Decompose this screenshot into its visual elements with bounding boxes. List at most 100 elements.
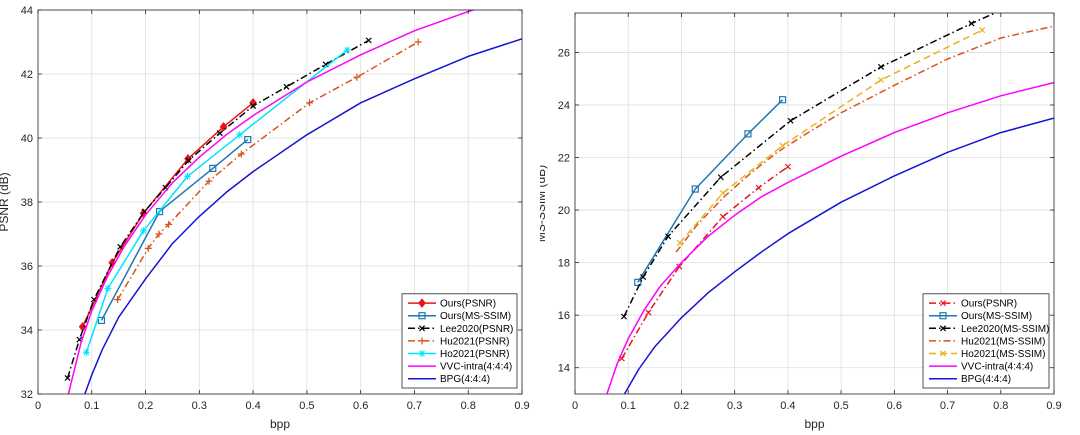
data-point-lee2020-psnr: [283, 83, 290, 90]
data-point-hu2021-psnr: [114, 296, 122, 304]
y-tick-label: 16: [558, 310, 570, 322]
series-line-ho2021-psnr: [85, 49, 348, 353]
legend-item-ours-ms-ssim: Ours(MS-SSIM): [408, 311, 511, 322]
data-point-lee2020-psnr: [250, 102, 257, 110]
legend-label: Hu2021(PSNR): [440, 336, 509, 347]
y-tick-label: 22: [558, 153, 570, 165]
data-point-ho2021-ms-ssim: [878, 76, 885, 84]
x-tick-label: 0.4: [780, 400, 795, 412]
data-point-lee2020-psnr: [185, 157, 192, 164]
legend-item-lee2020-psnr: Lee2020(PSNR): [408, 324, 513, 335]
legend-label: BPG(4:4:4): [961, 374, 1011, 385]
x-tick-label: 0.7: [940, 400, 955, 412]
ticks: 0 0.1 0.2 0.3 0.4 0.5 0.6 0.7 0.8 0.9 32 34 36 38 40 42…: [21, 5, 530, 412]
data-point-ho2021-psnr: [82, 348, 90, 356]
legend-label: Hu2021(MS-SSIM): [961, 336, 1045, 347]
legend-item-hu2021-ms-ssim: Hu2021(MS-SSIM): [929, 336, 1045, 347]
data-point-hu2021-psnr: [414, 38, 422, 46]
x-tick-label: 0.1: [621, 400, 636, 412]
data-point-lee2020-ms-ssim: [620, 313, 627, 320]
x-axis-label: bpp: [270, 417, 290, 431]
legend-label: Ours(MS-SSIM): [440, 311, 511, 322]
data-point-ours-ms-ssim: [97, 316, 106, 324]
data-point-ho2021-ms-ssim: [719, 189, 726, 197]
x-axis-label: bpp: [804, 417, 824, 431]
y-tick-label: 38: [21, 197, 33, 209]
data-point-lee2020-ms-ssim: [968, 20, 975, 27]
data-point-ours-ms-ssim: [209, 164, 217, 172]
data-point-ours-ms-ssim: [155, 208, 164, 216]
series-line-ho2021-ms-ssim: [679, 29, 983, 244]
data-point-hu2021-psnr: [353, 73, 361, 81]
data-point-lee2020-ms-ssim: [717, 174, 724, 181]
data-point-lee2020-psnr: [117, 243, 124, 250]
y-tick-label: 34: [21, 325, 33, 337]
series-line-lee2020-psnr: [66, 39, 370, 379]
legend-marker: [418, 325, 426, 332]
legend-item-lee2020-ms-ssim: Lee2020(MS-SSIM): [929, 324, 1049, 335]
data-point-ours-psnr: [645, 309, 652, 316]
legend-label: Ho2021(MS-SSIM): [961, 349, 1045, 360]
ms-ssim-chart: 0 0.1 0.2 0.3 0.4 0.5 0.6 0.7 0.8 0.9 14 16 18 20 22 24…: [540, 12, 1062, 431]
data-point-hu2021-psnr: [205, 177, 213, 185]
x-tick-label: 0.5: [299, 400, 314, 412]
legend-item-vvc-intra-4-4-4: VVC-intra(4:4:4): [929, 362, 1033, 373]
legend-item-vvc-intra-4-4-4: VVC-intra(4:4:4): [408, 362, 512, 373]
legend-marker: [939, 312, 947, 320]
x-tick-label: 0.8: [993, 400, 1008, 412]
data-point-ours-psnr: [676, 263, 683, 270]
x-tick-label: 0.6: [353, 400, 368, 412]
data-point-ho2021-psnr: [139, 227, 147, 235]
x-tick-label: 0.9: [514, 400, 529, 412]
legend-item-ours-psnr: Ours(PSNR): [929, 299, 1017, 310]
data-point-hu2021-psnr: [165, 220, 173, 228]
legend-marker: [418, 312, 426, 320]
data-point-lee2020-ms-ssim: [787, 117, 794, 124]
x-tick-label: 0.6: [887, 400, 902, 412]
y-tick-label: 40: [21, 133, 33, 145]
x-tick-label: 0.2: [674, 400, 689, 412]
data-point-hu2021-psnr: [155, 230, 163, 238]
data-point-ours-ms-ssim: [691, 185, 699, 193]
legend-label: VVC-intra(4:4:4): [440, 362, 512, 373]
legend: Ours(PSNR)Ours(MS-SSIM) Lee2020(PSNR)Hu20…: [401, 293, 518, 389]
data-point-ours-psnr: [784, 163, 791, 170]
data-point-ours-ms-ssim: [778, 96, 787, 104]
legend-marker: [939, 350, 947, 357]
legend-marker: [418, 298, 426, 308]
series-line-hu2021-ms-ssim: [675, 25, 1054, 253]
data-point-hu2021-psnr: [306, 99, 314, 107]
data-point-ours-ms-ssim: [634, 278, 642, 286]
legend-marker: [939, 325, 947, 332]
data-point-ho2021-ms-ssim: [676, 239, 683, 246]
data-point-lee2020-ms-ssim: [878, 63, 885, 70]
series-layer: [64, 10, 522, 394]
legend-label: Ours(PSNR): [440, 299, 496, 310]
series-layer: [606, 13, 1054, 394]
legend: Ours(PSNR)Ours(MS-SSIM)Lee2020(MS-SSIM)H…: [922, 293, 1050, 389]
legend-item-ho2021-ms-ssim: Ho2021(MS-SSIM): [929, 349, 1045, 360]
x-tick-label: 0.2: [138, 400, 153, 412]
x-tick-label: 0.4: [245, 400, 260, 412]
legend-label: Lee2020(MS-SSIM): [961, 324, 1049, 335]
legend-marker: [939, 300, 947, 307]
data-point-hu2021-psnr: [237, 150, 245, 158]
series-line-ours-psnr: [621, 166, 789, 359]
data-point-ours-ms-ssim: [244, 136, 252, 144]
data-point-ours-ms-ssim: [744, 130, 752, 138]
data-point-ho2021-psnr: [343, 46, 351, 54]
data-point-lee2020-ms-ssim: [665, 233, 672, 240]
legend-item-hu2021-psnr: Hu2021(PSNR): [408, 336, 509, 347]
y-tick-label: 42: [21, 69, 33, 81]
legend-item-ours-ms-ssim: Ours(MS-SSIM): [929, 311, 1032, 322]
x-tick-label: 0: [572, 400, 578, 412]
legend-label: Ho2021(PSNR): [440, 349, 509, 360]
y-tick-label: 26: [558, 47, 570, 59]
x-tick-label: 0.9: [1046, 400, 1061, 412]
y-tick-label: 44: [21, 5, 33, 17]
legend-label: Ours(PSNR): [961, 299, 1017, 310]
data-point-lee2020-psnr: [64, 374, 71, 382]
y-tick-label: 14: [558, 363, 570, 375]
data-point-lee2020-psnr: [216, 130, 223, 137]
